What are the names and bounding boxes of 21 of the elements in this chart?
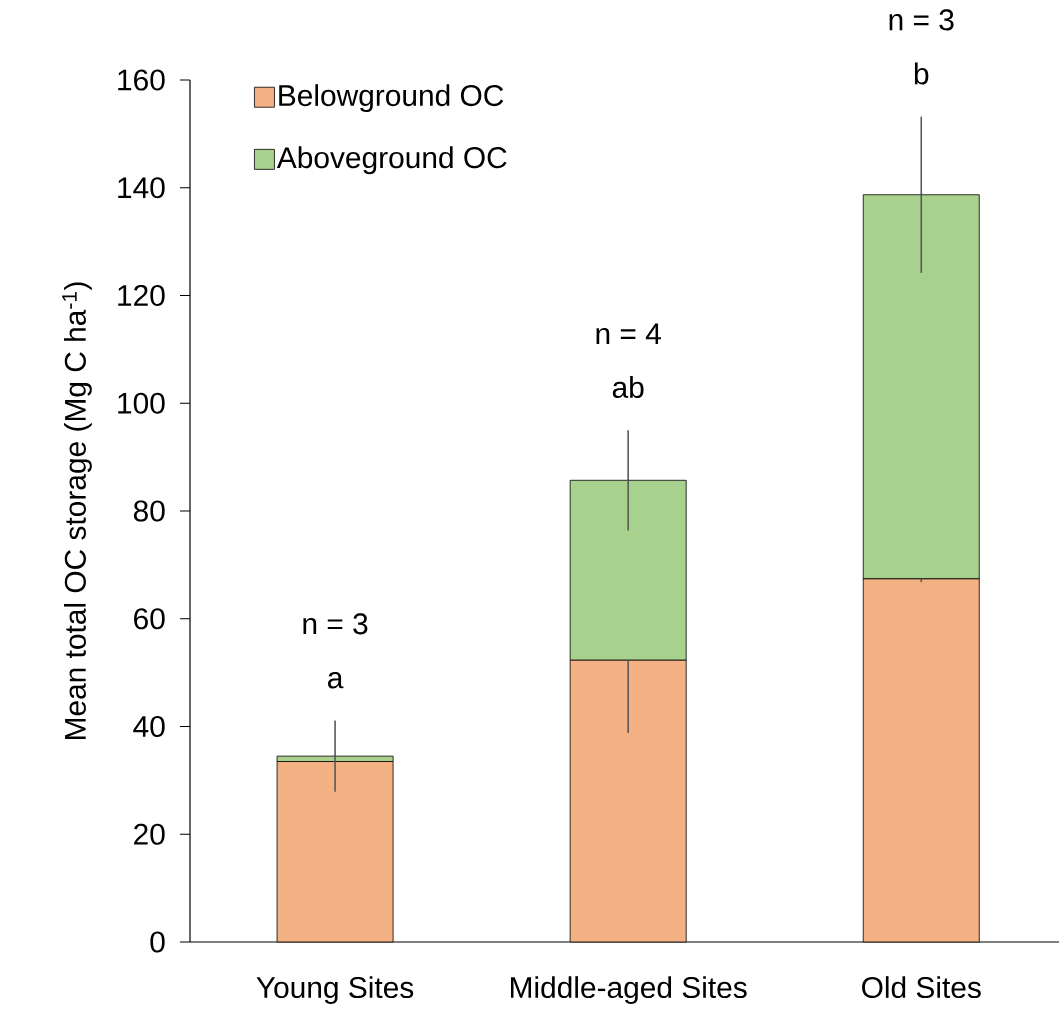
text: n = 3 [889, 9, 954, 31]
y-tick-label: 140 [118, 177, 165, 199]
y-axis-title: Mean total OC storage (Mg C ha$^{-1}$) [62, 282, 92, 740]
x-tick-label: Young Sites [256, 976, 414, 1005]
y-tick-label: 20 [134, 823, 165, 845]
y-tick-label: 0 [150, 931, 165, 953]
annotation: a [328, 672, 344, 689]
annotation: b [914, 62, 929, 85]
y-tick-label: 160 [118, 69, 165, 91]
y-tick-label: 120 [118, 284, 165, 307]
legend-label: Aboveground OC [276, 146, 507, 175]
legend-label: Belowground OC [279, 84, 504, 113]
annotation: n = 4 [596, 323, 661, 345]
y-tick-label: 60 [134, 608, 165, 630]
annotation: n = 3 [303, 613, 368, 635]
annotation: ab [612, 376, 644, 399]
y-tick-label: 40 [133, 715, 165, 738]
y-tick-label: 100 [118, 392, 165, 414]
y-tick-label: 80 [133, 500, 165, 522]
x-tick-label: Middle-aged Sites [511, 976, 747, 1005]
x-tick-label: Old Sites [862, 976, 981, 999]
